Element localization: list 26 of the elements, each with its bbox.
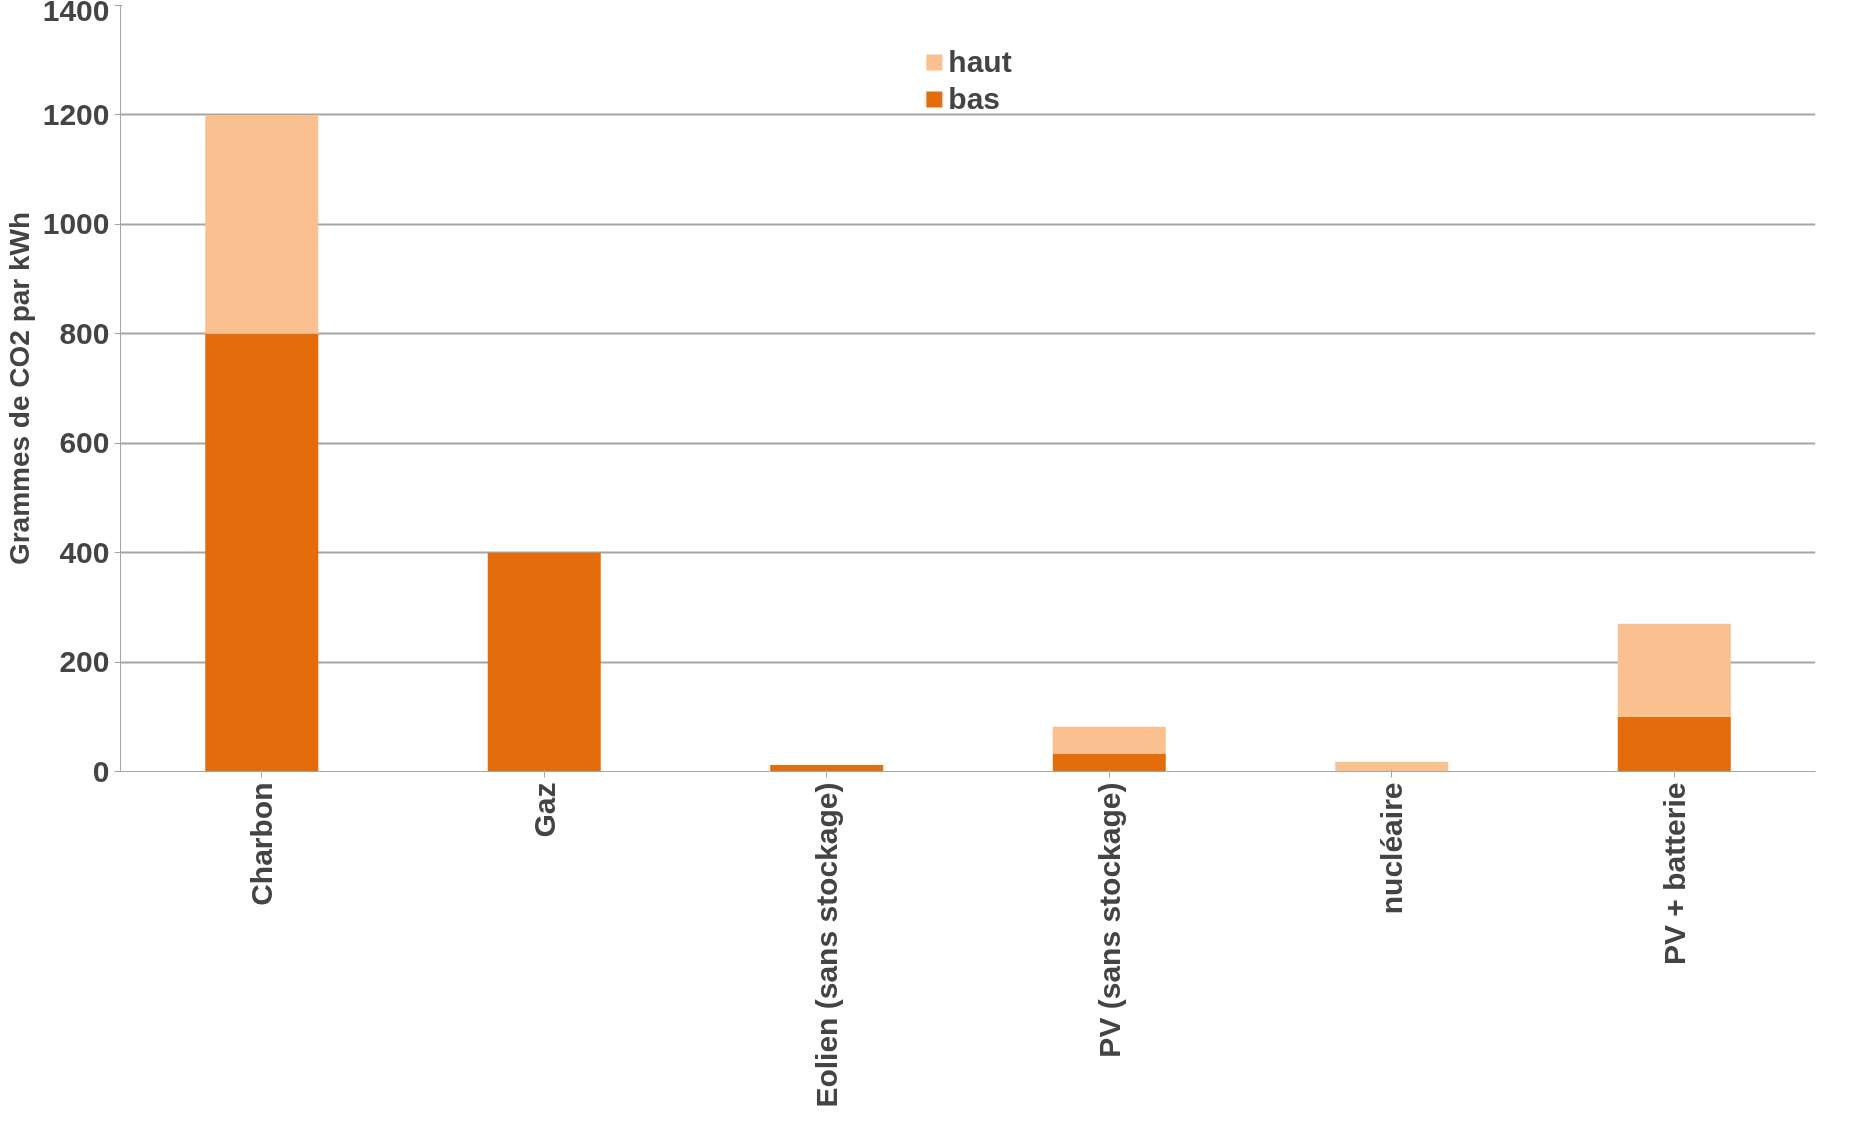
x-tick-label: Eolien (sans stockage) [810, 782, 844, 1108]
x-tick-label: PV (sans stockage) [1092, 782, 1126, 1058]
y-tick-label: 600 [59, 426, 110, 460]
bar [1617, 623, 1731, 717]
x-tick-label: Gaz [527, 782, 561, 838]
bar [1335, 761, 1449, 772]
y-axis-title: Grammes de CO2 par kWh [3, 211, 35, 566]
bar [205, 333, 319, 772]
x-tick-label: PV + batterie [1657, 782, 1691, 966]
y-tick-label: 1000 [42, 207, 110, 241]
legend-label: bas [948, 82, 1001, 116]
bar [1052, 726, 1166, 754]
legend-label: haut [948, 45, 1012, 79]
y-tick-label: 1400 [42, 0, 110, 27]
bar [1617, 716, 1731, 772]
bar [205, 114, 319, 334]
bar [1052, 753, 1166, 772]
bar [487, 552, 601, 772]
y-tick-label: 1200 [42, 97, 110, 131]
bar [770, 764, 884, 772]
y-tick-label: 200 [59, 645, 110, 679]
y-tick-label: 400 [59, 535, 110, 569]
x-tick-label: nucléaire [1375, 782, 1409, 915]
x-tick-label: Charbon [245, 782, 279, 906]
y-tick-label: 800 [59, 316, 110, 350]
y-tick-label: 0 [92, 754, 110, 788]
